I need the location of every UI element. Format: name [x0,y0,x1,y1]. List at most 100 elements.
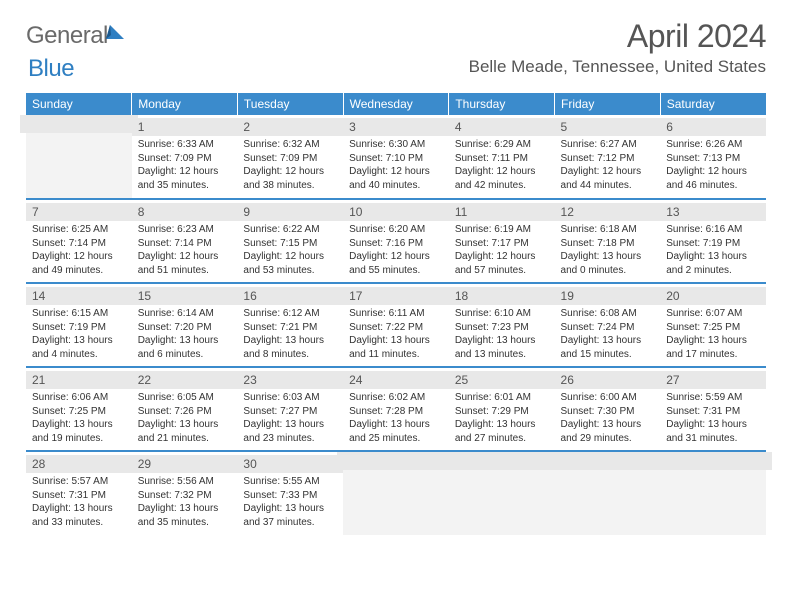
month-title: April 2024 [469,18,766,55]
day-header: Thursday [449,93,555,115]
day-header: Wednesday [343,93,449,115]
day-header: Monday [132,93,238,115]
day-number: 3 [343,118,449,136]
calendar-cell: 7 Sunrise: 6:25 AMSunset: 7:14 PMDaylight… [26,199,132,283]
day-details: Sunrise: 5:57 AMSunset: 7:31 PMDaylight:… [32,475,126,529]
day-details: Sunrise: 6:33 AMSunset: 7:09 PMDaylight:… [138,138,232,192]
calendar-cell: 19 Sunrise: 6:08 AMSunset: 7:24 PMDayligh… [555,283,661,367]
day-number-empty [443,452,561,470]
day-details: Sunrise: 6:22 AMSunset: 7:15 PMDaylight:… [243,223,337,277]
calendar-cell [449,451,555,535]
day-number: 4 [449,118,555,136]
calendar-week-row: 1Sunrise: 6:33 AMSunset: 7:09 PMDaylight… [26,115,766,199]
day-number: 20 [660,287,766,305]
calendar-cell: 13 Sunrise: 6:16 AMSunset: 7:19 PMDayligh… [660,199,766,283]
calendar-cell: 29 Sunrise: 5:56 AMSunset: 7:32 PMDayligh… [132,451,238,535]
calendar-cell: 24Sunrise: 6:02 AMSunset: 7:28 PMDayligh… [343,367,449,451]
day-details: Sunrise: 6:01 AMSunset: 7:29 PMDaylight:… [455,391,549,445]
calendar-cell: 21Sunrise: 6:06 AMSunset: 7:25 PMDayligh… [26,367,132,451]
calendar-week-row: 14Sunrise: 6:15 AMSunset: 7:19 PMDayligh… [26,283,766,367]
day-number: 17 [343,287,449,305]
day-number: 26 [555,371,661,389]
day-number-empty [654,452,772,470]
day-number: 18 [449,287,555,305]
day-number: 14 [26,287,132,305]
calendar-cell [26,115,132,199]
day-details: Sunrise: 6:02 AMSunset: 7:28 PMDaylight:… [349,391,443,445]
day-number: 28 [26,455,132,473]
calendar-cell: 30Sunrise: 5:55 AMSunset: 7:33 PMDayligh… [237,451,343,535]
day-details: Sunrise: 6:10 AMSunset: 7:23 PMDaylight:… [455,307,549,361]
calendar-cell: 11 Sunrise: 6:19 AMSunset: 7:17 PMDayligh… [449,199,555,283]
calendar-cell: 22 Sunrise: 6:05 AMSunset: 7:26 PMDayligh… [132,367,238,451]
day-number: 7 [26,203,132,221]
day-details: Sunrise: 6:23 AMSunset: 7:14 PMDaylight:… [138,223,232,277]
calendar-cell: 17 Sunrise: 6:11 AMSunset: 7:22 PMDayligh… [343,283,449,367]
day-number-empty [549,452,667,470]
calendar-week-row: 21Sunrise: 6:06 AMSunset: 7:25 PMDayligh… [26,367,766,451]
day-header: Sunday [26,93,132,115]
calendar-cell: 2 Sunrise: 6:32 AMSunset: 7:09 PMDaylight… [237,115,343,199]
day-number: 5 [555,118,661,136]
day-number: 9 [237,203,343,221]
day-number: 25 [449,371,555,389]
day-details: Sunrise: 6:30 AMSunset: 7:10 PMDaylight:… [349,138,443,192]
day-details: Sunrise: 6:19 AMSunset: 7:17 PMDaylight:… [455,223,549,277]
day-header: Saturday [660,93,766,115]
day-number-empty [20,115,138,133]
day-number-empty [337,452,455,470]
day-details: Sunrise: 6:07 AMSunset: 7:25 PMDaylight:… [666,307,760,361]
day-number: 29 [132,455,238,473]
day-number: 2 [237,118,343,136]
calendar-cell: 26Sunrise: 6:00 AMSunset: 7:30 PMDayligh… [555,367,661,451]
day-details: Sunrise: 6:16 AMSunset: 7:19 PMDaylight:… [666,223,760,277]
location-text: Belle Meade, Tennessee, United States [469,57,766,77]
calendar-cell: 9 Sunrise: 6:22 AMSunset: 7:15 PMDaylight… [237,199,343,283]
calendar-cell: 4 Sunrise: 6:29 AMSunset: 7:11 PMDaylight… [449,115,555,199]
day-details: Sunrise: 5:55 AMSunset: 7:33 PMDaylight:… [243,475,337,529]
day-number: 23 [237,371,343,389]
day-details: Sunrise: 6:08 AMSunset: 7:24 PMDaylight:… [561,307,655,361]
logo-text-general: General [26,22,108,50]
day-number: 13 [660,203,766,221]
day-details: Sunrise: 6:25 AMSunset: 7:14 PMDaylight:… [32,223,126,277]
day-number: 19 [555,287,661,305]
calendar-week-row: 7 Sunrise: 6:25 AMSunset: 7:14 PMDaylight… [26,199,766,283]
day-number: 11 [449,203,555,221]
day-number: 15 [132,287,238,305]
calendar-cell: 10 Sunrise: 6:20 AMSunset: 7:16 PMDayligh… [343,199,449,283]
day-details: Sunrise: 6:32 AMSunset: 7:09 PMDaylight:… [243,138,337,192]
day-details: Sunrise: 6:27 AMSunset: 7:12 PMDaylight:… [561,138,655,192]
calendar-cell [660,451,766,535]
day-details: Sunrise: 5:56 AMSunset: 7:32 PMDaylight:… [138,475,232,529]
calendar-cell: 5 Sunrise: 6:27 AMSunset: 7:12 PMDaylight… [555,115,661,199]
day-details: Sunrise: 6:05 AMSunset: 7:26 PMDaylight:… [138,391,232,445]
calendar-cell: 25 Sunrise: 6:01 AMSunset: 7:29 PMDayligh… [449,367,555,451]
day-details: Sunrise: 6:03 AMSunset: 7:27 PMDaylight:… [243,391,337,445]
calendar-week-row: 28 Sunrise: 5:57 AMSunset: 7:31 PMDayligh… [26,451,766,535]
calendar-cell: 8Sunrise: 6:23 AMSunset: 7:14 PMDaylight… [132,199,238,283]
calendar-cell: 6Sunrise: 6:26 AMSunset: 7:13 PMDaylight… [660,115,766,199]
day-details: Sunrise: 6:12 AMSunset: 7:21 PMDaylight:… [243,307,337,361]
day-details: Sunrise: 6:20 AMSunset: 7:16 PMDaylight:… [349,223,443,277]
day-number: 27 [660,371,766,389]
day-details: Sunrise: 6:14 AMSunset: 7:20 PMDaylight:… [138,307,232,361]
day-details: Sunrise: 6:11 AMSunset: 7:22 PMDaylight:… [349,307,443,361]
day-number: 6 [660,118,766,136]
day-details: Sunrise: 6:29 AMSunset: 7:11 PMDaylight:… [455,138,549,192]
calendar-cell [555,451,661,535]
calendar-cell: 23 Sunrise: 6:03 AMSunset: 7:27 PMDayligh… [237,367,343,451]
calendar-cell: 16Sunrise: 6:12 AMSunset: 7:21 PMDayligh… [237,283,343,367]
day-number: 22 [132,371,238,389]
calendar-cell: 18 Sunrise: 6:10 AMSunset: 7:23 PMDayligh… [449,283,555,367]
calendar-cell: 15 Sunrise: 6:14 AMSunset: 7:20 PMDayligh… [132,283,238,367]
logo-triangle-icon [106,23,124,39]
calendar-cell: 20 Sunrise: 6:07 AMSunset: 7:25 PMDayligh… [660,283,766,367]
logo: General [26,18,126,50]
day-details: Sunrise: 6:06 AMSunset: 7:25 PMDaylight:… [32,391,126,445]
calendar-cell: 28 Sunrise: 5:57 AMSunset: 7:31 PMDayligh… [26,451,132,535]
calendar-table: Sunday Monday Tuesday Wednesday Thursday… [26,93,766,535]
day-number: 10 [343,203,449,221]
day-header: Tuesday [237,93,343,115]
day-number: 12 [555,203,661,221]
